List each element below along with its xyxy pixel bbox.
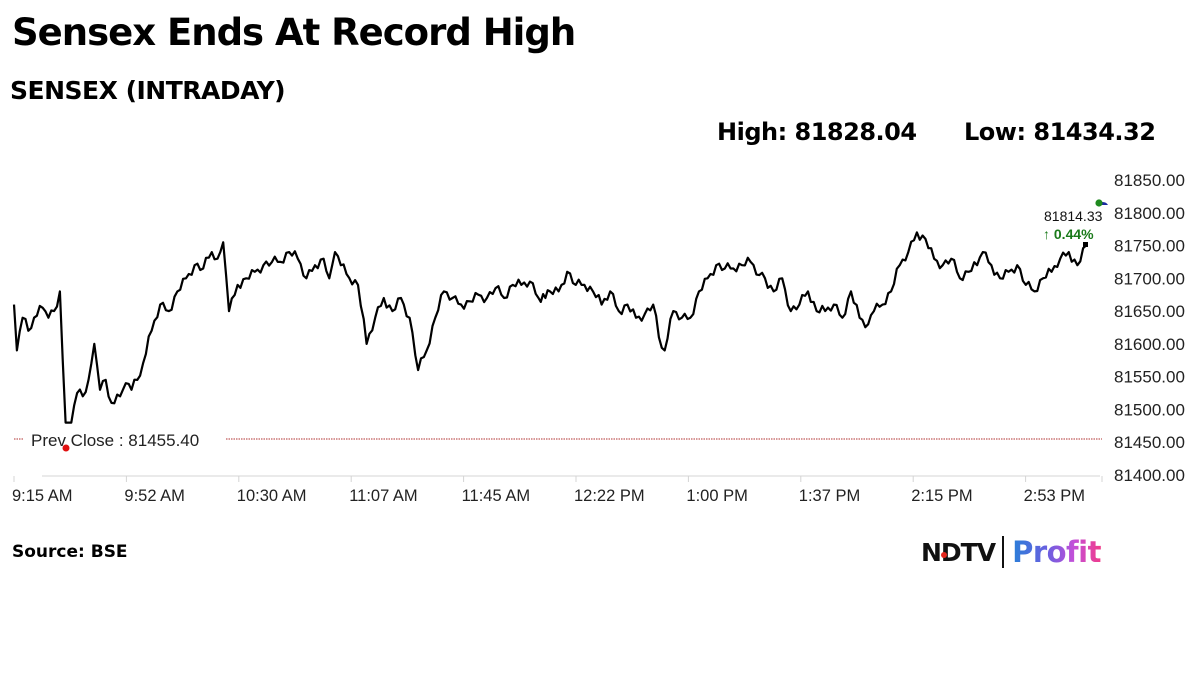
page-title: Sensex Ends At Record High xyxy=(12,11,576,54)
y-tick-label: 81400.00 xyxy=(1114,466,1185,485)
y-tick-label: 81550.00 xyxy=(1114,368,1185,387)
day-low-label: Low: 81434.32 xyxy=(964,118,1156,146)
y-tick-label: 81600.00 xyxy=(1114,335,1185,354)
y-tick-label: 81700.00 xyxy=(1114,269,1185,288)
low-point-marker xyxy=(62,444,70,452)
y-tick-label: 81500.00 xyxy=(1114,400,1185,419)
ndtv-profit-logo: NDTV Profit xyxy=(921,532,1101,572)
y-tick-label: 81800.00 xyxy=(1114,204,1185,223)
change-percent-label: ↑ 0.44% xyxy=(1043,226,1094,242)
last-value-label: 81814.33 xyxy=(1044,208,1103,224)
logo-ndtv-text: NDTV xyxy=(921,537,996,567)
x-tick-label: 12:22 PM xyxy=(574,487,645,505)
logo-red-dot-icon xyxy=(941,551,947,558)
logo-divider xyxy=(1002,536,1005,568)
y-tick-label: 81450.00 xyxy=(1114,433,1185,452)
x-tick-label: 2:53 PM xyxy=(1024,487,1085,505)
source-label: Source: BSE xyxy=(12,542,128,562)
day-high-label: High: 81828.04 xyxy=(717,118,917,146)
x-tick-label: 9:15 AM xyxy=(12,487,73,505)
chart-subtitle: SENSEX (INTRADAY) xyxy=(10,76,286,105)
logo-profit-text: Profit xyxy=(1012,535,1101,569)
high-marker-green xyxy=(1095,199,1103,207)
y-tick-label: 81650.00 xyxy=(1114,302,1185,321)
x-tick-label: 10:30 AM xyxy=(237,487,307,505)
x-tick-label: 2:15 PM xyxy=(911,487,972,505)
x-axis-labels: 9:15 AM 9:52 AM 10:30 AM 11:07 AM 11:45 AM 12… xyxy=(12,487,1085,505)
price-line xyxy=(12,231,1087,424)
x-tick-label: 11:07 AM xyxy=(349,487,418,505)
y-axis-labels: 81850.00 81800.00 81750.00 81700.00 81650.00… xyxy=(1114,171,1185,485)
x-tick-label: 1:00 PM xyxy=(686,487,747,505)
y-tick-label: 81850.00 xyxy=(1114,171,1185,190)
prev-close-label: Prev Close : 81455.40 xyxy=(31,431,199,450)
logo-ndtv-word: NDTV xyxy=(921,537,996,567)
x-tick-label: 9:52 AM xyxy=(124,487,185,505)
y-tick-label: 81750.00 xyxy=(1114,237,1185,256)
x-tick-label: 1:37 PM xyxy=(799,487,860,505)
last-point-marker xyxy=(1083,242,1088,247)
x-axis-ticks xyxy=(13,476,1103,482)
x-tick-label: 11:45 AM xyxy=(462,487,530,505)
